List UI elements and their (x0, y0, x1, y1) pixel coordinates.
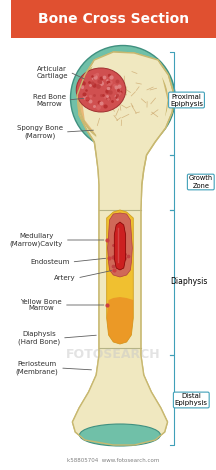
Ellipse shape (76, 68, 126, 112)
Text: Medullary
(Marrow)Cavity: Medullary (Marrow)Cavity (10, 233, 63, 247)
Text: k58805704  www.fotosearch.com: k58805704 www.fotosearch.com (67, 457, 159, 462)
Text: Diaphysis
(Hard Bone): Diaphysis (Hard Bone) (18, 331, 60, 345)
Polygon shape (107, 297, 133, 344)
Ellipse shape (78, 55, 168, 145)
Polygon shape (72, 52, 174, 445)
Text: Distal
Epiphysis: Distal Epiphysis (175, 393, 208, 407)
Polygon shape (72, 52, 168, 445)
Ellipse shape (79, 424, 160, 446)
Text: Diaphysis: Diaphysis (171, 277, 208, 287)
Text: Red Bone
Marrow: Red Bone Marrow (33, 94, 66, 107)
Polygon shape (107, 210, 133, 344)
Text: Spongy Bone
(Marrow): Spongy Bone (Marrow) (17, 125, 63, 139)
Text: Endosteum: Endosteum (30, 259, 70, 265)
Text: FOTOSEARCH: FOTOSEARCH (66, 348, 161, 361)
Text: Bone Cross Section: Bone Cross Section (38, 12, 189, 26)
Text: Growth
Zone: Growth Zone (189, 175, 213, 188)
Polygon shape (114, 222, 126, 270)
Text: Yellow Bone
Marrow: Yellow Bone Marrow (20, 298, 62, 312)
Ellipse shape (79, 56, 167, 144)
Text: Proximal
Epiphysis: Proximal Epiphysis (170, 94, 203, 107)
Text: Articular
Cartilage: Articular Cartilage (36, 65, 68, 78)
Text: Artery: Artery (54, 275, 75, 281)
Polygon shape (108, 213, 132, 277)
Ellipse shape (71, 46, 175, 150)
Text: Periosteum
(Membrane): Periosteum (Membrane) (15, 361, 58, 375)
FancyBboxPatch shape (11, 0, 216, 38)
